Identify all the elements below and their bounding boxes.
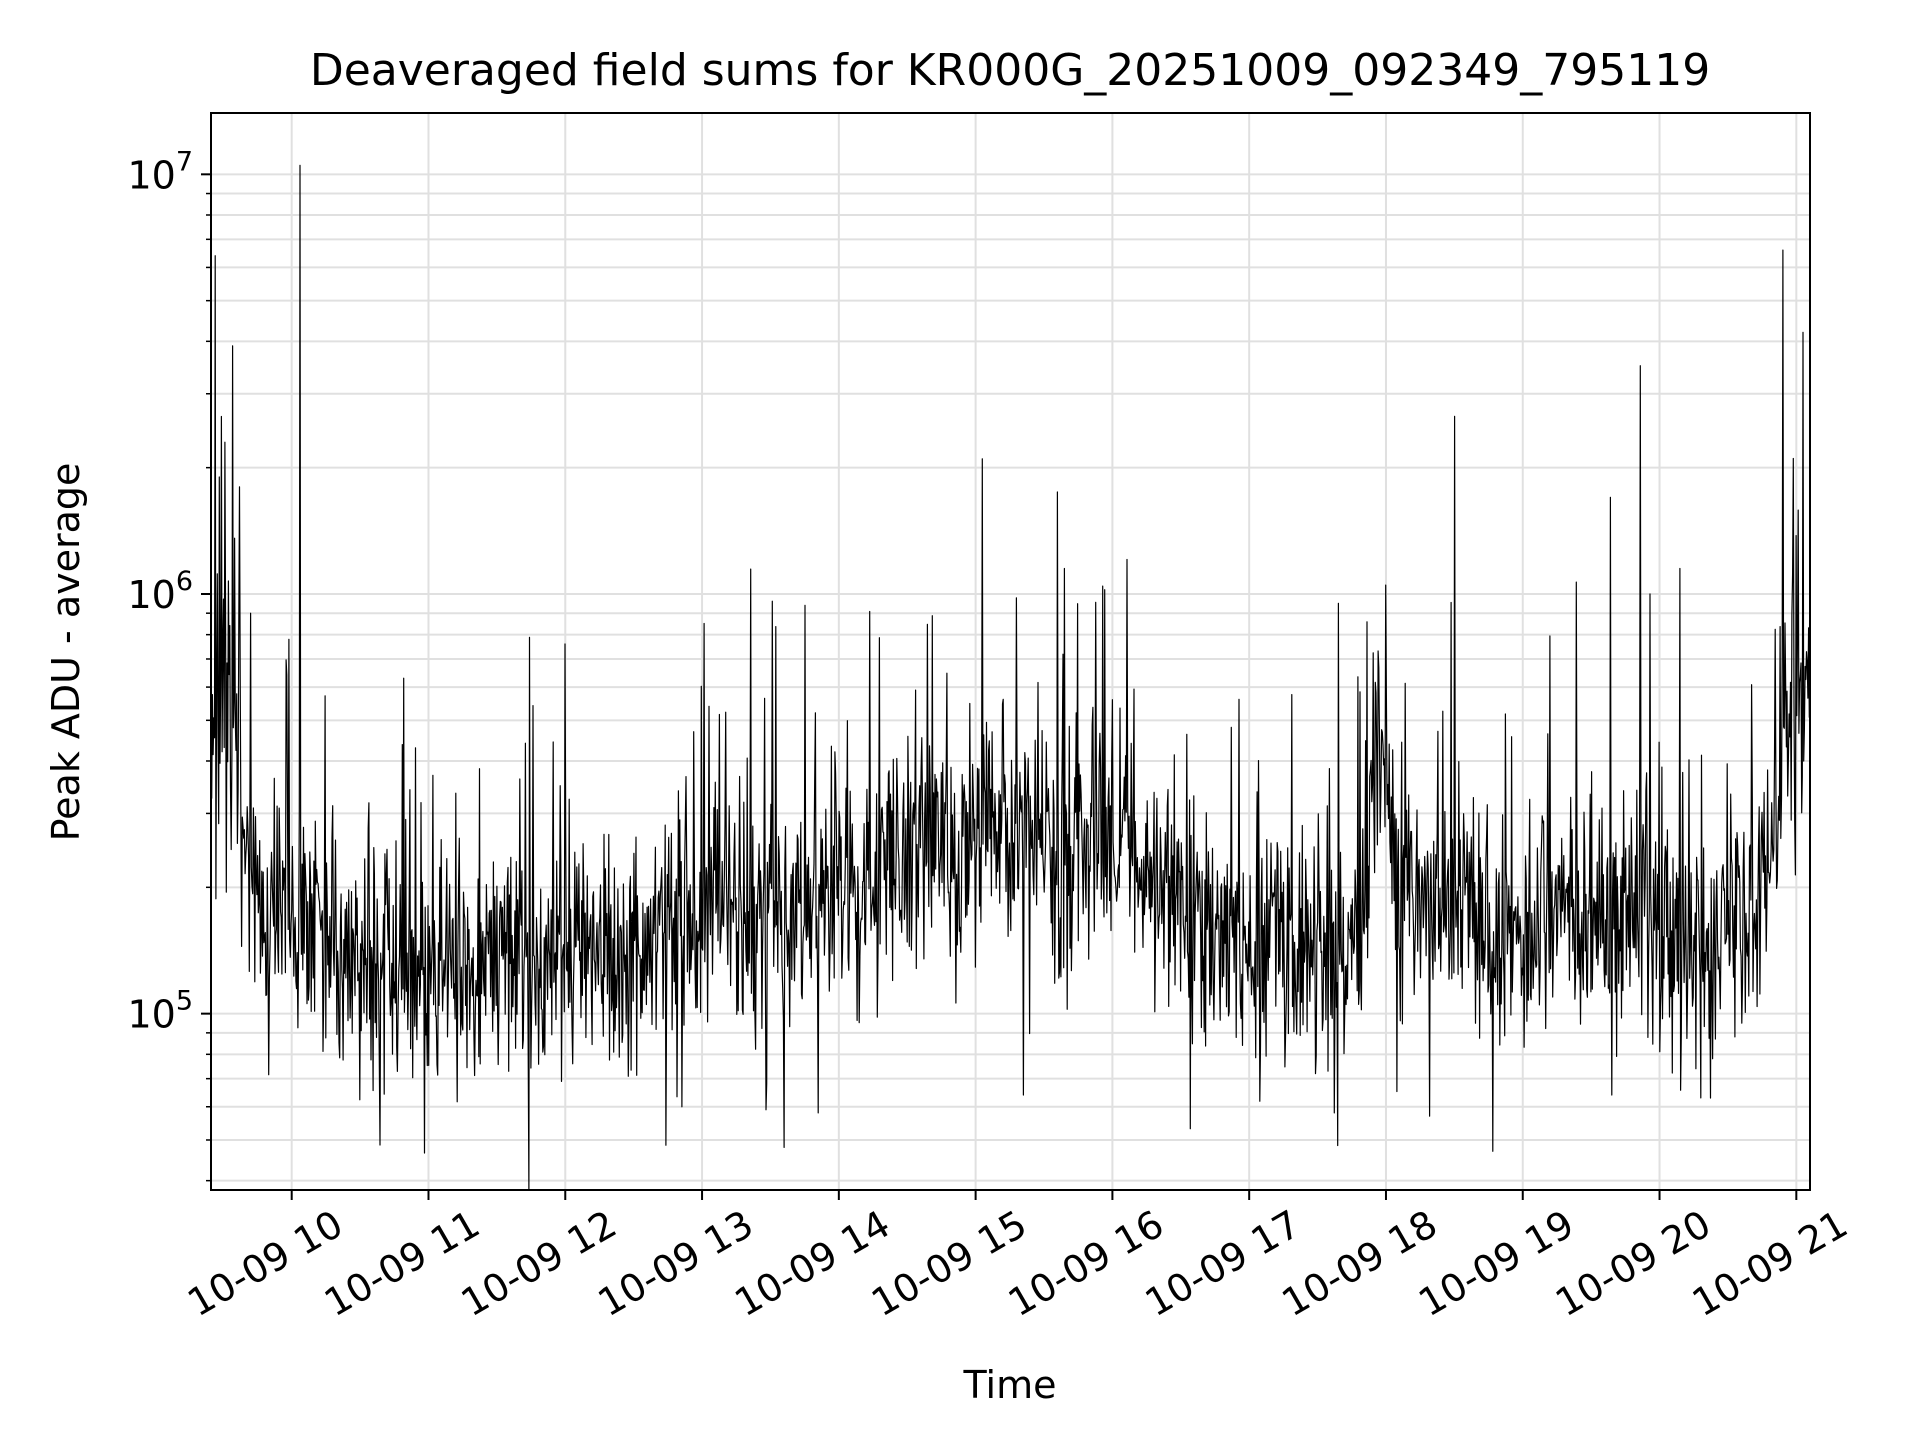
x-axis-label: Time <box>963 1363 1057 1407</box>
y-axis: 105 106 107 <box>127 146 211 1182</box>
y-axis-label: Peak ADU - average <box>44 463 88 842</box>
y-tick-label: 107 <box>127 146 193 197</box>
series-line <box>210 164 1811 1191</box>
plot-frame <box>210 112 1811 1191</box>
chart-title: Deaveraged field sums for KR000G_2025100… <box>310 45 1710 96</box>
y-tick-label: 106 <box>127 566 193 617</box>
y-tick-label: 105 <box>127 986 193 1037</box>
plot-area <box>210 164 1811 1191</box>
